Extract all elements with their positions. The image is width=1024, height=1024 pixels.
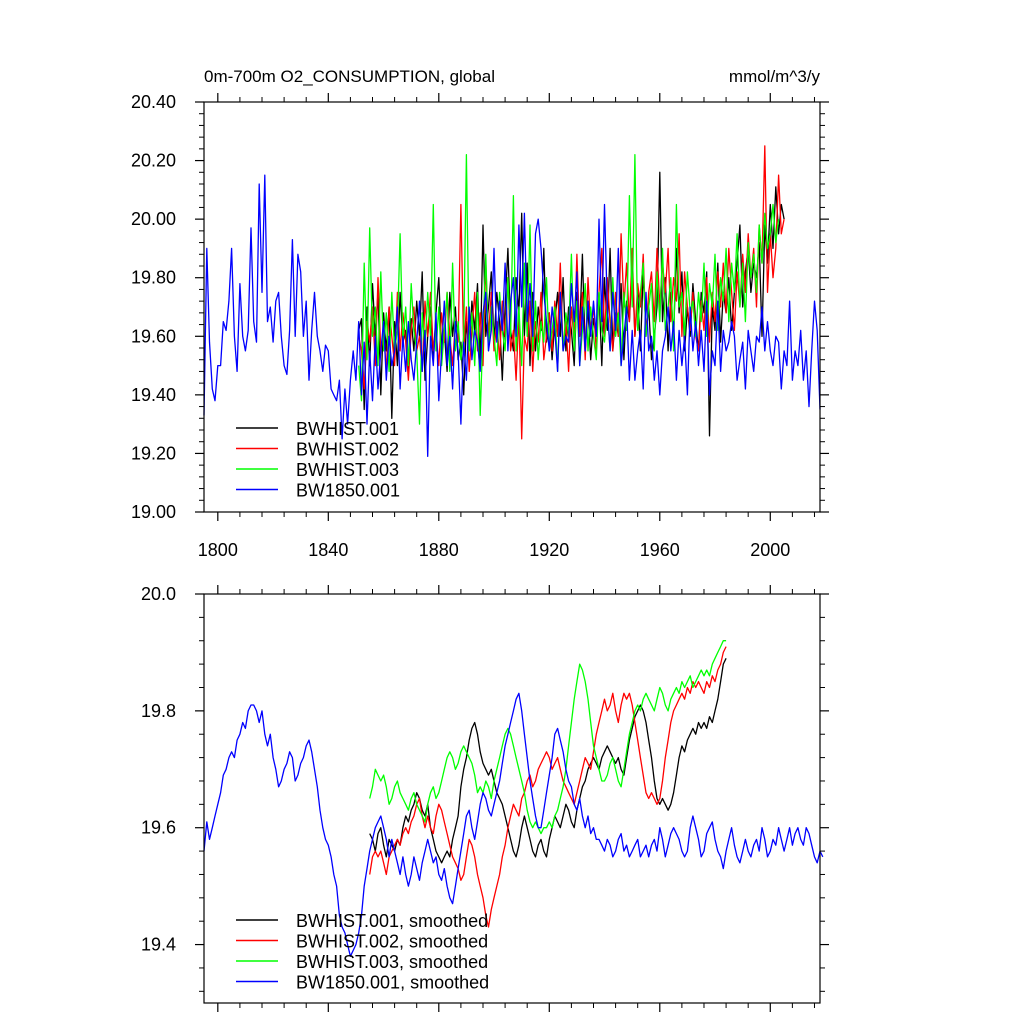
x-tick-label: 1880: [419, 540, 459, 560]
series-line-1: [369, 646, 727, 928]
legend-label: BWHIST.002: [296, 440, 399, 460]
chart-title: 0m-700m O2_CONSUMPTION, global: [204, 67, 495, 86]
y-tick-label: 19.00: [131, 502, 176, 522]
top-panel: 0m-700m O2_CONSUMPTION, global mmol/m^3/…: [131, 67, 829, 560]
y-tick-label: 20.0: [141, 584, 176, 604]
y-tick-label: 19.80: [131, 268, 176, 288]
legend-label: BWHIST.001: [296, 419, 399, 439]
y-tick-label: 19.4: [141, 935, 176, 955]
series-line-0: [369, 658, 727, 864]
y-tick-label: 20.00: [131, 209, 176, 229]
y-tick-label: 19.40: [131, 385, 176, 405]
series-layer-bottom: [203, 640, 824, 957]
x-tick-label: 1840: [308, 540, 348, 560]
x-tick-label: 1960: [640, 540, 680, 560]
x-tick-label: 2000: [750, 540, 790, 560]
x-tick-label: 1800: [198, 540, 238, 560]
legend-label: BWHIST.003, smoothed: [296, 952, 488, 972]
series-line-3: [203, 174, 821, 458]
y-tick-label: 20.20: [131, 151, 176, 171]
legend-label: BW1850.001: [296, 481, 400, 501]
y-tick-label: 19.20: [131, 443, 176, 463]
y-tick-label: 20.40: [131, 92, 176, 112]
legend-label: BWHIST.001, smoothed: [296, 911, 488, 931]
y-tick-label: 19.8: [141, 701, 176, 721]
axes-bottom: 19.4 19.6 19.8 20.0: [141, 584, 829, 1012]
legend-label: BW1850.001, smoothed: [296, 973, 489, 993]
legend-label: BWHIST.002, smoothed: [296, 932, 488, 952]
series-line-3: [203, 692, 824, 957]
plot-frame: [203, 593, 821, 1004]
series-line-2: [369, 640, 727, 835]
legend-label: BWHIST.003: [296, 460, 399, 480]
plot-frame: [203, 101, 821, 513]
x-tick-label: 1920: [529, 540, 569, 560]
y-tick-label: 19.60: [131, 326, 176, 346]
y-tick-label: 19.6: [141, 818, 176, 838]
series-layer-top: [203, 145, 821, 458]
bottom-panel: 19.419.619.820.0 BWHIST.001, smoothedBWH…: [141, 584, 829, 1012]
chart-units: mmol/m^3/y: [729, 67, 821, 86]
axes-top: 19.00 19.20 19.40 19.60 19.80 20.00 20.20 20.40…: [131, 92, 829, 560]
